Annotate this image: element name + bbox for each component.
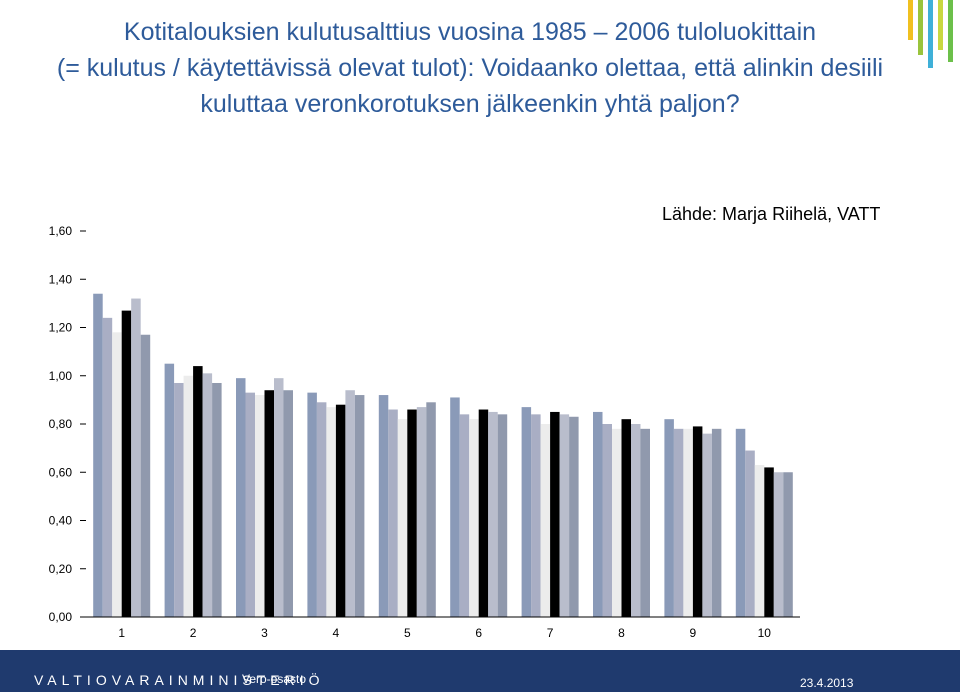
bar	[692, 426, 703, 617]
bar	[202, 373, 213, 617]
y-tick-label: 0,40	[49, 514, 73, 528]
bar	[326, 407, 336, 617]
bar	[426, 402, 436, 617]
bar	[164, 363, 175, 617]
bar	[621, 419, 631, 617]
page-title: Kotitalouksien kulutusalttius vuosina 19…	[20, 14, 920, 122]
bar	[450, 397, 460, 617]
bar	[764, 467, 774, 617]
bar	[478, 409, 489, 617]
bar	[683, 428, 693, 617]
bar	[593, 411, 603, 617]
bar	[559, 414, 570, 617]
bar	[745, 450, 755, 617]
y-tick-label: 0,00	[49, 610, 73, 624]
x-tick-label: 2	[190, 626, 197, 640]
bar	[754, 465, 765, 617]
bar	[735, 428, 746, 617]
bar	[388, 409, 398, 617]
bar	[264, 390, 274, 617]
bar	[673, 428, 684, 617]
date-label: 23.4.2013	[800, 676, 854, 690]
y-tick-label: 0,20	[49, 562, 73, 576]
bar	[469, 419, 479, 617]
title-line-3: kuluttaa veronkorotuksen jälkeenkin yhtä…	[200, 90, 740, 118]
bar	[112, 332, 122, 617]
bar	[140, 334, 151, 617]
bar	[631, 424, 641, 617]
bar	[540, 424, 551, 617]
bar	[212, 382, 222, 617]
title-line-2: (= kulutus / käytettävissä olevat tulot)…	[56, 54, 884, 82]
decorative-color-bars	[908, 0, 953, 68]
x-tick-label: 5	[404, 626, 411, 640]
bar	[354, 395, 365, 617]
x-tick-label: 1	[118, 626, 125, 640]
bar	[283, 390, 293, 617]
bar	[783, 472, 793, 617]
bar	[255, 395, 265, 617]
source-note: Lähde: Marja Riihelä, VATT	[662, 204, 881, 224]
bar	[459, 414, 470, 617]
bar	[93, 293, 103, 617]
bar	[121, 310, 132, 617]
y-tick-label: 0,80	[49, 417, 73, 431]
bar	[183, 375, 194, 617]
bar	[497, 414, 508, 617]
bar	[397, 419, 408, 617]
y-tick-label: 1,40	[49, 272, 73, 286]
bar	[416, 407, 427, 617]
title-line-1: Kotitalouksien kulutusalttius vuosina 19…	[123, 18, 817, 46]
bar	[488, 411, 498, 617]
bar	[602, 424, 612, 617]
bar	[102, 317, 113, 617]
bar-chart: 0,00 0,20 0,40 0,60 0,80 1,00 1,20 1,40 1,60 1 2 3…	[49, 224, 800, 640]
bar	[521, 407, 532, 617]
bar	[174, 382, 184, 617]
y-tick-label: 0,60	[49, 465, 73, 479]
x-tick-label: 6	[475, 626, 482, 640]
x-tick-label: 4	[333, 626, 340, 640]
x-tick-label: 8	[618, 626, 625, 640]
decorative-bar	[918, 0, 923, 55]
bar	[550, 411, 560, 617]
bar	[193, 366, 203, 617]
bar	[569, 416, 579, 617]
bar	[236, 378, 246, 617]
bar	[702, 433, 712, 617]
footer-bar: VALTIOVARAINMINISTERIÖ Vero-osasto 23.4.…	[0, 650, 960, 692]
x-tick-label: 3	[261, 626, 268, 640]
bar	[640, 428, 650, 617]
ministry-logo-text: VALTIOVARAINMINISTERIÖ	[34, 672, 325, 688]
bar	[407, 409, 417, 617]
decorative-bar	[938, 0, 943, 50]
x-tick-label: 7	[547, 626, 554, 640]
bar	[345, 390, 355, 617]
bar	[335, 404, 346, 617]
bar	[531, 414, 541, 617]
x-tick-label: 10	[758, 626, 772, 640]
decorative-bar	[948, 0, 953, 62]
bar	[773, 472, 784, 617]
bar	[245, 392, 255, 617]
y-tick-label: 1,00	[49, 369, 73, 383]
bar	[664, 419, 674, 617]
department-label: Vero-osasto	[242, 672, 307, 686]
bar	[274, 378, 284, 617]
bar	[612, 428, 622, 617]
decorative-bar	[908, 0, 913, 40]
bar	[131, 298, 141, 617]
bar	[307, 392, 317, 617]
x-tick-label: 9	[690, 626, 697, 640]
bar	[711, 428, 722, 617]
bar	[316, 402, 327, 617]
y-tick-label: 1,60	[49, 224, 73, 238]
y-tick-label: 1,20	[49, 321, 73, 335]
bar	[378, 395, 389, 617]
decorative-bar	[928, 0, 933, 68]
